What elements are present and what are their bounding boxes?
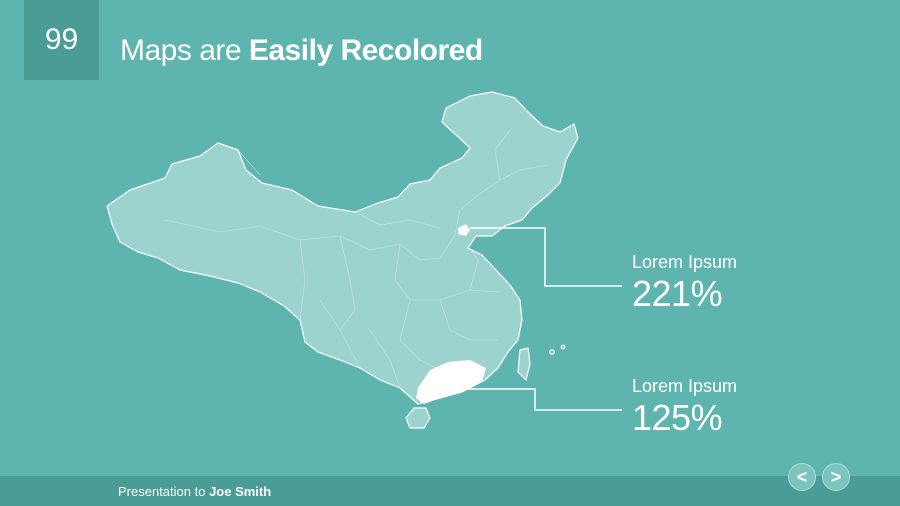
next-slide-button[interactable]: > [822,463,850,491]
footer-presenter-name: Joe Smith [209,484,272,499]
slide-number: 99 [24,0,99,80]
map-highlight-beijing [458,224,470,236]
footer-text: Presentation to Joe Smith [118,484,271,499]
slide-title-regular: Maps are [120,34,249,67]
chevron-right-icon: > [830,466,842,487]
previous-slide-button[interactable]: < [788,463,816,491]
chevron-left-icon: < [796,466,808,487]
map-taiwan [517,347,531,382]
slide-title-bold: Easily Recolored [248,34,483,67]
map-hainan [405,407,431,429]
callout-1-value: 221% [632,273,723,314]
map-province-borders [164,129,549,389]
connector-line-1 [470,227,622,287]
callout-2-value: 125% [632,397,723,438]
connector-line-2 [445,388,622,411]
footer-prefix: Presentation to [118,484,210,499]
callout-2: Lorem Ipsum 125% [632,376,737,439]
callout-1-label: Lorem Ipsum [632,252,738,272]
callout-1: Lorem Ipsum 221% [632,252,737,315]
slide-title: Maps are Easily Recolored [120,34,483,68]
map-highlight-guangdong [416,360,486,404]
callout-2-label: Lorem Ipsum [632,376,738,396]
footer-bar [0,476,900,506]
